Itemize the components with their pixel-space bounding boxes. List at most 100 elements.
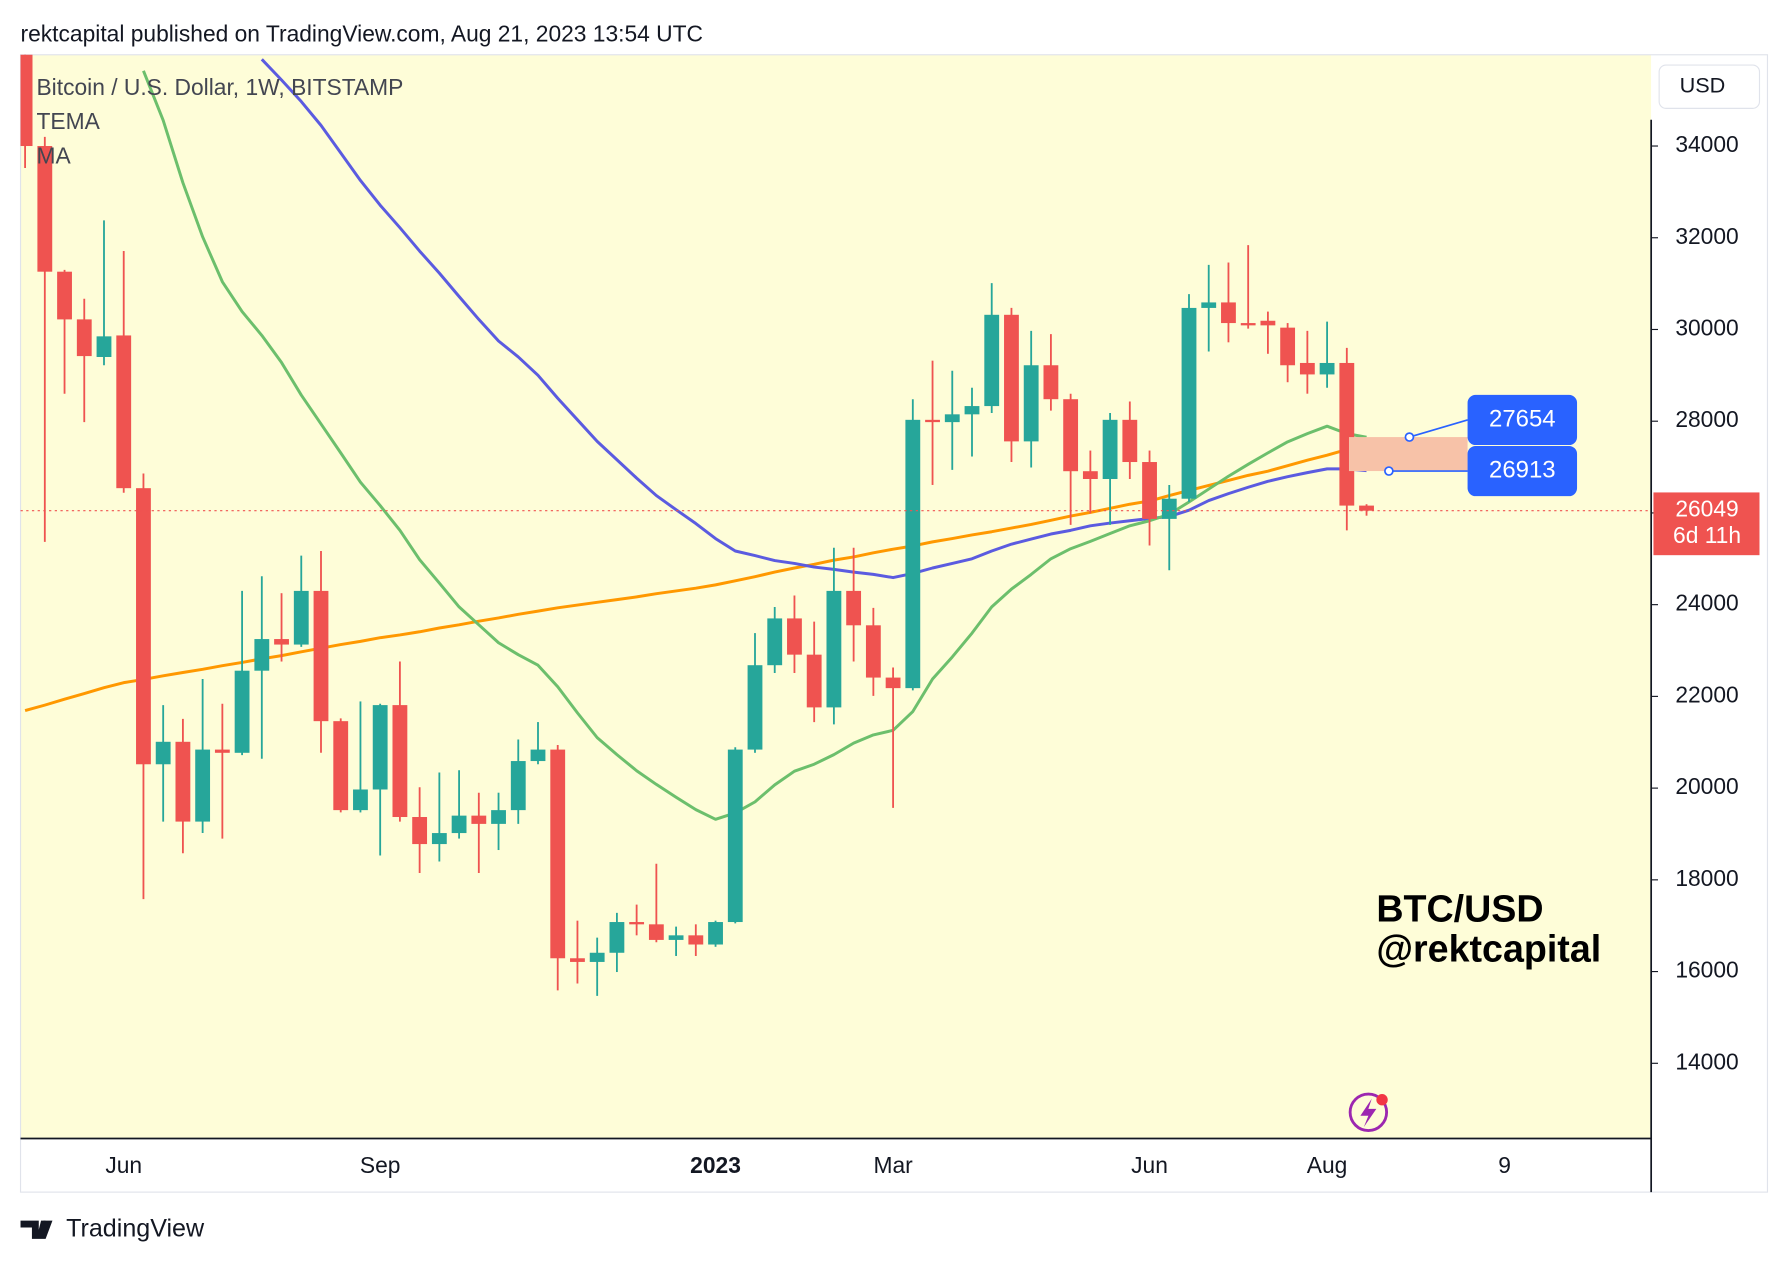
candle-body	[57, 271, 72, 320]
level-label: 27654	[1489, 405, 1556, 432]
y-tick-label: 28000	[1675, 406, 1738, 432]
candle-body	[116, 335, 132, 489]
header: rektcapital published on TradingView.com…	[21, 20, 704, 46]
time-axis	[20, 1138, 1652, 1193]
candle-body	[1043, 365, 1059, 400]
legend-symbol: Bitcoin / U.S. Dollar, 1W, BITSTAMP	[36, 74, 403, 100]
candle-body	[747, 665, 763, 750]
candle-body	[1260, 320, 1276, 326]
candle-body	[136, 488, 151, 765]
candle-body	[1142, 462, 1157, 519]
level-label-box	[1467, 445, 1578, 497]
candle-body	[1181, 307, 1197, 499]
x-tick-label: Sep	[360, 1152, 401, 1178]
lightning-icon[interactable]	[1348, 1092, 1389, 1132]
x-tick-label: Jun	[1131, 1152, 1168, 1178]
candle-body	[767, 618, 783, 666]
y-tick-label: 22000	[1675, 681, 1738, 707]
candle-body	[629, 922, 645, 925]
candle-body	[550, 749, 566, 959]
candle-body	[451, 815, 467, 834]
candle-body	[944, 414, 960, 423]
candle-body	[353, 789, 368, 811]
candle-body	[372, 705, 388, 790]
candle-body	[1102, 419, 1118, 479]
currency-button[interactable]	[1658, 64, 1761, 109]
candle-body	[530, 749, 546, 762]
candle-body	[491, 810, 506, 824]
candle-body	[905, 419, 921, 689]
level-zone	[1348, 437, 1468, 472]
candle-body	[175, 741, 191, 822]
candle-body	[964, 406, 980, 415]
y-tick-label: 30000	[1675, 315, 1738, 341]
candle-body	[333, 721, 349, 811]
candle-body	[234, 670, 250, 753]
candle-body	[688, 935, 704, 945]
candle-body	[195, 749, 211, 822]
candle-body	[1339, 362, 1355, 506]
candle-body	[727, 749, 743, 923]
candle-body	[214, 749, 230, 753]
level-dot	[1404, 432, 1415, 442]
x-tick-label: Jun	[105, 1152, 142, 1178]
candle-body	[37, 146, 53, 272]
x-tick-label: 2023	[690, 1152, 741, 1178]
candle-body	[570, 958, 585, 962]
candle-body	[1299, 362, 1315, 375]
candle-body	[865, 625, 881, 678]
candle-body	[254, 639, 270, 671]
candle-body	[1201, 302, 1217, 308]
currency-label[interactable]: USD	[1680, 72, 1726, 97]
x-tick-label: 9	[1498, 1152, 1511, 1178]
candle-body	[1240, 323, 1256, 326]
candle-body	[846, 590, 862, 626]
candle-body	[274, 639, 289, 645]
last-price-label: 26049	[1675, 496, 1738, 522]
y-tick-label: 34000	[1675, 131, 1738, 157]
countdown-label: 6d 11h	[1673, 522, 1741, 548]
candle-body	[76, 319, 92, 357]
candle-body	[1359, 505, 1374, 511]
overlay: 1400016000180002000022000240002600028000…	[105, 131, 1760, 1178]
y-tick-label: 32000	[1675, 223, 1738, 249]
level-label-box	[1467, 394, 1578, 446]
x-tick-label: Mar	[873, 1152, 913, 1178]
candle-body	[1319, 362, 1335, 375]
candle-body	[589, 952, 605, 962]
legend-indicator: MA	[36, 142, 71, 168]
candle-body	[1280, 327, 1296, 366]
candle-body	[787, 618, 802, 655]
candle-body	[984, 314, 1000, 407]
candle-body	[1161, 498, 1177, 519]
candle-body	[609, 922, 625, 953]
candle-body	[1063, 399, 1079, 472]
candle-body	[293, 590, 309, 645]
candle-body	[1023, 365, 1039, 442]
candle-body	[1082, 471, 1098, 479]
level-dot	[1384, 466, 1394, 476]
candle-body	[471, 815, 487, 824]
level-connector	[1409, 419, 1468, 438]
candle-body	[96, 336, 112, 357]
candle-body	[431, 833, 447, 845]
candle-body	[412, 817, 428, 845]
level-label: 26913	[1489, 456, 1556, 483]
plot: 27654 26913	[20, 54, 1652, 996]
candle-body	[648, 924, 664, 940]
candle-body	[1122, 419, 1138, 463]
candle-body	[708, 922, 723, 945]
footer-logo	[20, 1220, 53, 1239]
candle-body	[20, 54, 33, 147]
watermark: BTC/USD	[1376, 887, 1543, 929]
candle-body	[510, 761, 526, 811]
candle-body	[392, 705, 408, 818]
y-tick-label: 16000	[1675, 957, 1738, 983]
candle-body	[1221, 302, 1236, 324]
y-tick-label: 20000	[1675, 773, 1738, 799]
candle-body	[1004, 314, 1019, 442]
candle-body	[925, 419, 940, 423]
candle-body	[806, 654, 822, 708]
candle-body	[668, 935, 684, 940]
